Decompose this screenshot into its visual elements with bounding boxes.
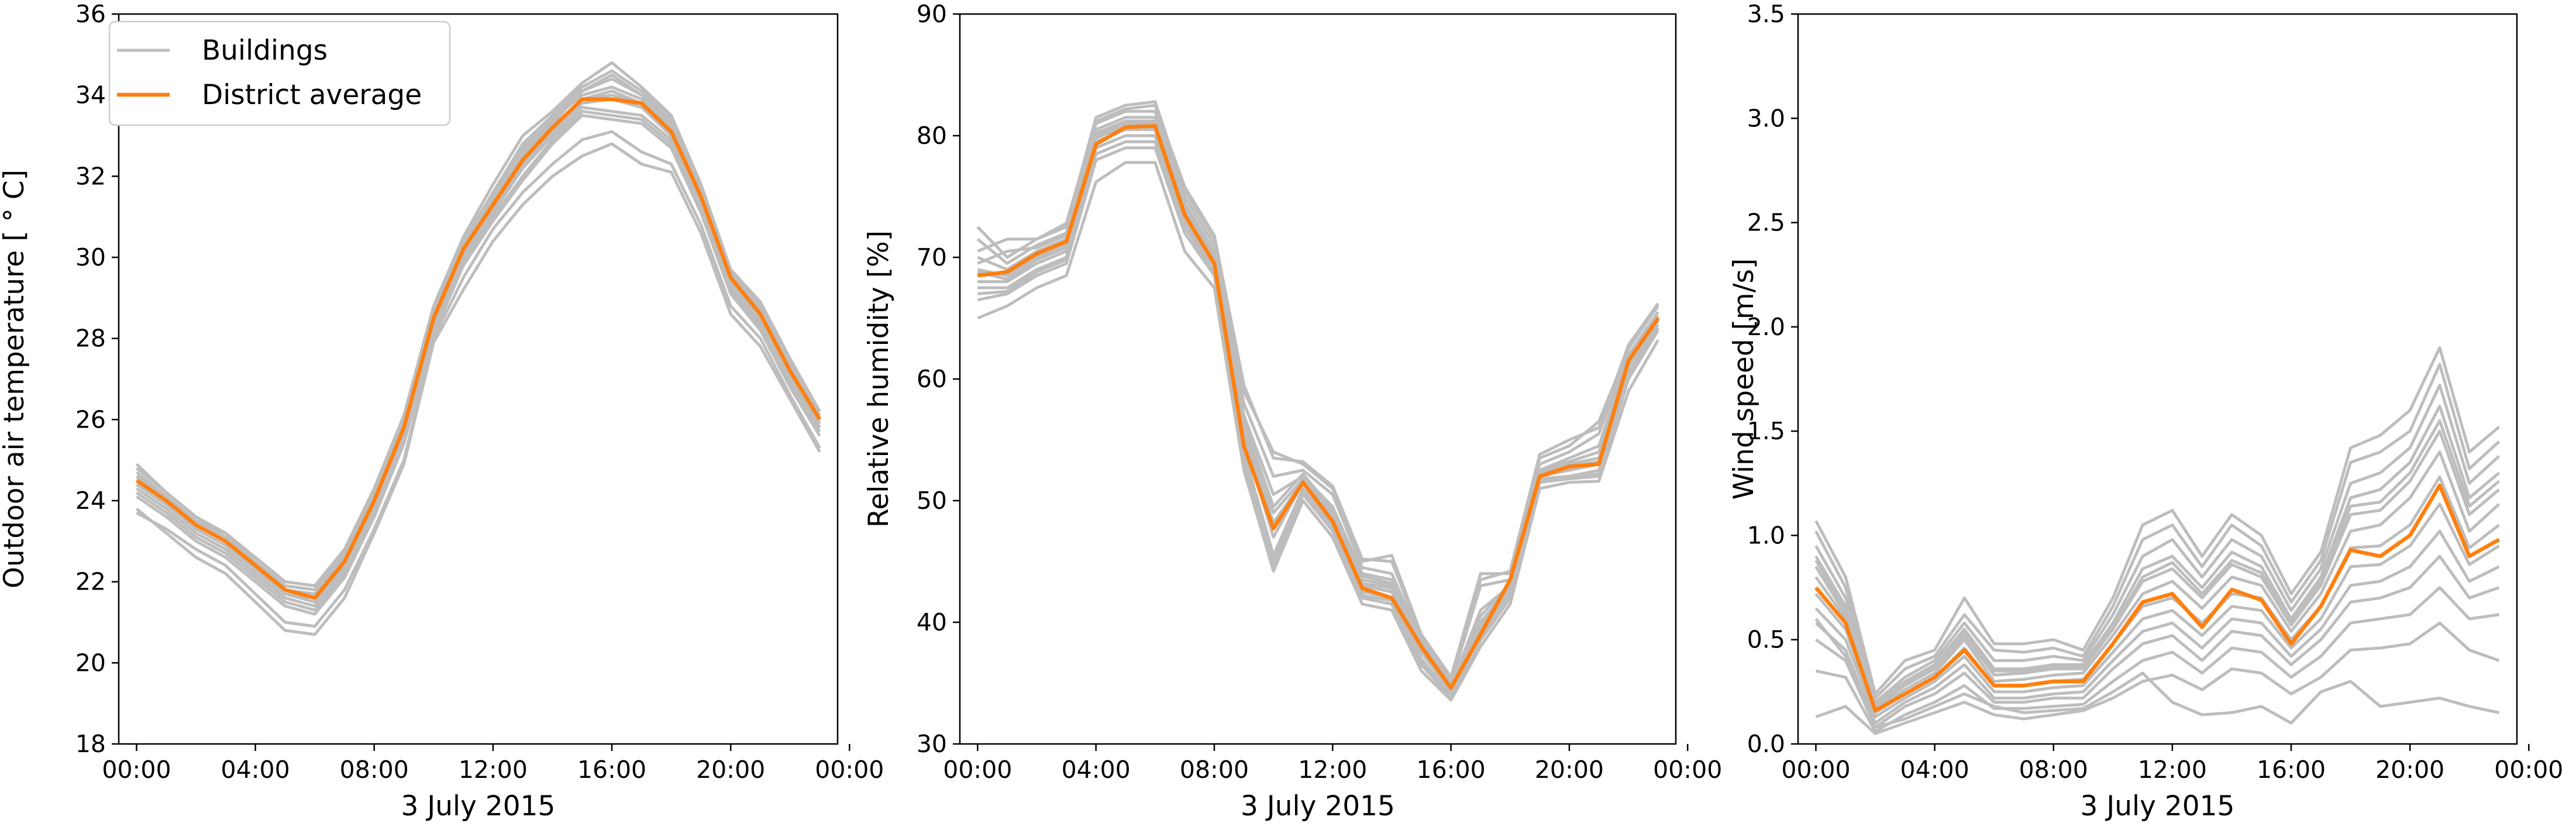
y-tick-label: 90 xyxy=(917,0,947,28)
x-tick-label: 00:00 xyxy=(2494,756,2563,784)
y-tick-label: 30 xyxy=(917,730,947,758)
building-line-3 xyxy=(1814,384,2501,704)
x-tick-label: 16:00 xyxy=(2257,756,2326,784)
y-axis-label: Wind speed [m/s] xyxy=(1728,259,1760,500)
y-tick-label: 80 xyxy=(917,122,947,150)
building-line-10 xyxy=(977,119,1659,686)
chart-panel-1: 18 20 22 24 26 28 30 32 34 36 00:00 04:00 08:00 12:00… xyxy=(0,0,884,822)
y-tick-label: 60 xyxy=(917,365,947,393)
building-line-12 xyxy=(136,77,821,591)
district-average-line xyxy=(977,124,1660,690)
x-tick-label: 04:00 xyxy=(1900,756,1969,784)
building-line-8 xyxy=(1814,502,2500,719)
building-line-2 xyxy=(135,85,821,591)
building-line-14 xyxy=(1814,419,2501,708)
building-line-8 xyxy=(977,161,1659,702)
x-axis-label: 3 July 2015 xyxy=(2081,790,2235,822)
y-tick-label: 20 xyxy=(75,649,106,677)
x-tick-label: 04:00 xyxy=(221,756,290,784)
x-tick-label: 00:00 xyxy=(102,756,171,784)
y-axis-label: Outdoor air temperature [ ° C] xyxy=(0,170,30,588)
y-tick-label: 50 xyxy=(917,487,947,515)
y-tick-label: 24 xyxy=(75,487,106,515)
y-tick-label: 40 xyxy=(917,608,947,636)
building-line-5 xyxy=(1814,429,2501,708)
y-axis-label: Relative humidity [%] xyxy=(863,230,895,528)
building-line-12 xyxy=(977,140,1659,698)
x-tick-label: 12:00 xyxy=(459,756,528,784)
building-line-7 xyxy=(136,94,821,599)
building-line-10 xyxy=(1815,554,2500,729)
building-line-13 xyxy=(136,89,821,599)
legend-district-label: District average xyxy=(202,79,422,111)
x-tick-label: 16:00 xyxy=(1417,756,1486,784)
x-tick-label: 04:00 xyxy=(1062,756,1131,784)
building-line-10 xyxy=(135,142,821,636)
axes-frame xyxy=(959,13,1677,745)
building-line-1 xyxy=(1814,346,2501,695)
y-tick-label: 2.5 xyxy=(1747,209,1785,237)
building-line-4 xyxy=(1814,404,2501,706)
y-tick-label: 22 xyxy=(75,568,106,596)
building-line-8 xyxy=(135,69,821,588)
district-average-line xyxy=(1814,483,2501,713)
legend: Buildings District average xyxy=(108,20,451,126)
building-line-11 xyxy=(1815,586,2499,733)
x-tick-label: 20:00 xyxy=(2375,756,2444,784)
axes-frame xyxy=(1797,13,2518,745)
y-tick-label: 0.0 xyxy=(1747,730,1785,758)
building-line-12 xyxy=(1815,621,2500,735)
building-line-11 xyxy=(136,130,821,628)
x-tick-label: 08:00 xyxy=(1180,756,1249,784)
x-tick-label: 00:00 xyxy=(815,756,884,784)
y-tick-label: 28 xyxy=(75,325,106,353)
chart-panel-3: 0.0 0.5 1.0 1.5 2.0 2.5 3.0 3.5 00:00 04:00 08:00 1… xyxy=(1728,0,2563,822)
building-line-1 xyxy=(135,61,821,588)
district-average-line xyxy=(135,97,822,600)
y-tick-label: 32 xyxy=(75,162,106,190)
x-tick-label: 08:00 xyxy=(340,756,409,784)
y-tick-label: 30 xyxy=(75,243,106,271)
axes-frame xyxy=(118,13,839,745)
y-tick-label: 1.0 xyxy=(1747,521,1785,549)
y-tick-label: 26 xyxy=(75,405,106,433)
building-line-9 xyxy=(977,104,1659,683)
legend-buildings-label: Buildings xyxy=(202,35,328,67)
building-line-2 xyxy=(1814,363,2501,700)
y-tick-label: 18 xyxy=(75,730,106,758)
building-line-5 xyxy=(136,106,821,608)
building-line-6 xyxy=(1814,450,2501,710)
x-tick-label: 12:00 xyxy=(1298,756,1367,784)
building-line-4 xyxy=(136,98,821,604)
x-tick-label: 00:00 xyxy=(1653,756,1722,784)
building-line-9 xyxy=(136,113,821,616)
building-line-9 xyxy=(1814,529,2500,725)
x-tick-label: 20:00 xyxy=(696,756,765,784)
x-tick-label: 00:00 xyxy=(943,756,1012,784)
building-line-3 xyxy=(135,73,821,595)
y-tick-label: 2.0 xyxy=(1747,313,1785,341)
legend-box xyxy=(108,20,451,126)
x-axis-label: 3 July 2015 xyxy=(1241,790,1395,822)
x-tick-label: 08:00 xyxy=(2019,756,2088,784)
y-tick-label: 3.0 xyxy=(1747,104,1785,132)
x-tick-label: 16:00 xyxy=(577,756,646,784)
y-tick-label: 36 xyxy=(75,0,106,28)
x-tick-label: 20:00 xyxy=(1535,756,1604,784)
x-tick-label: 12:00 xyxy=(2138,756,2207,784)
y-tick-label: 34 xyxy=(75,81,106,109)
x-tick-label: 00:00 xyxy=(1781,756,1850,784)
y-tick-label: 70 xyxy=(917,243,947,271)
chart-panel-2: 30 40 50 60 70 80 90 00:00 04:00 08:00 12:00 16:00 2… xyxy=(863,0,1722,822)
building-line-6 xyxy=(136,109,821,612)
building-line-13 xyxy=(1814,618,2500,729)
y-tick-label: 3.5 xyxy=(1747,0,1785,28)
x-axis-label: 3 July 2015 xyxy=(401,790,556,822)
y-tick-label: 1.5 xyxy=(1747,417,1785,445)
y-tick-label: 0.5 xyxy=(1747,626,1785,654)
